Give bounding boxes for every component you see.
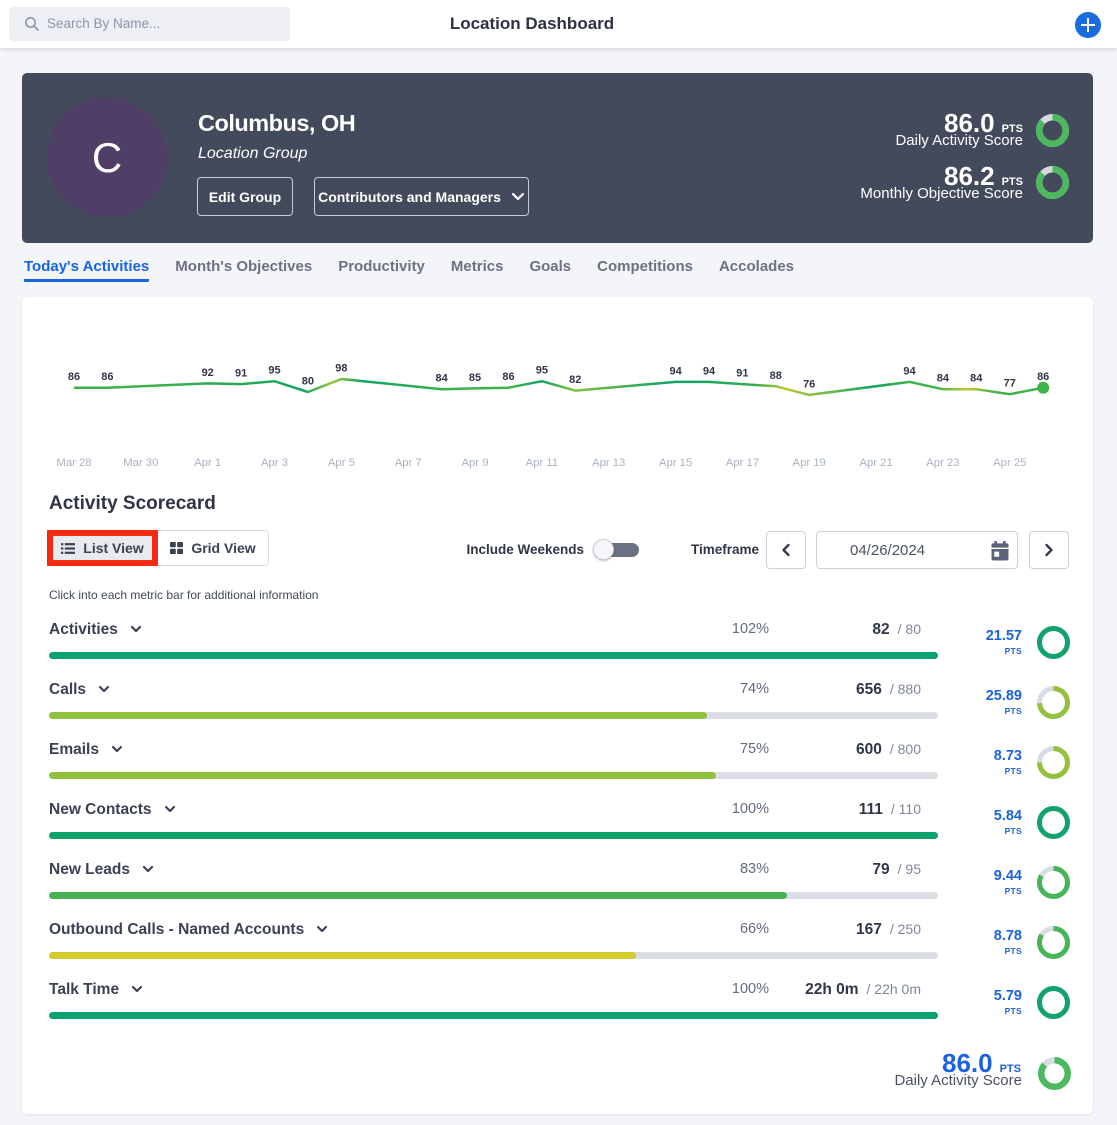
svg-text:Apr 13: Apr 13 <box>592 457 625 469</box>
svg-text:76: 76 <box>803 378 815 390</box>
svg-text:Apr 3: Apr 3 <box>261 457 288 469</box>
svg-text:Apr 15: Apr 15 <box>659 457 692 469</box>
svg-text:84: 84 <box>970 373 983 385</box>
svg-text:92: 92 <box>202 367 214 379</box>
svg-text:84: 84 <box>937 373 950 385</box>
svg-text:82: 82 <box>569 374 581 386</box>
svg-text:86: 86 <box>68 371 80 383</box>
svg-text:94: 94 <box>903 365 916 377</box>
svg-text:88: 88 <box>770 370 782 382</box>
svg-text:95: 95 <box>536 365 548 377</box>
svg-text:Apr 17: Apr 17 <box>726 457 759 469</box>
svg-text:Apr 11: Apr 11 <box>526 457 558 469</box>
svg-text:Apr 9: Apr 9 <box>461 457 488 469</box>
svg-text:91: 91 <box>736 368 748 380</box>
svg-text:80: 80 <box>302 376 314 388</box>
svg-text:Apr 21: Apr 21 <box>859 457 892 469</box>
svg-text:Apr 25: Apr 25 <box>993 457 1026 469</box>
svg-text:Apr 1: Apr 1 <box>194 457 221 469</box>
svg-text:Mar 30: Mar 30 <box>123 457 158 469</box>
svg-text:84: 84 <box>435 373 448 385</box>
svg-text:Apr 7: Apr 7 <box>395 457 422 469</box>
svg-text:86: 86 <box>101 371 113 383</box>
svg-text:94: 94 <box>669 365 682 377</box>
svg-text:Apr 5: Apr 5 <box>328 457 355 469</box>
svg-text:77: 77 <box>1004 378 1016 390</box>
svg-text:95: 95 <box>268 365 280 377</box>
svg-text:86: 86 <box>502 371 514 383</box>
svg-text:91: 91 <box>235 368 247 380</box>
svg-text:85: 85 <box>469 372 481 384</box>
svg-text:98: 98 <box>335 363 347 375</box>
svg-text:86: 86 <box>1037 371 1049 383</box>
svg-text:Mar 28: Mar 28 <box>56 457 91 469</box>
svg-text:94: 94 <box>703 365 716 377</box>
svg-text:Apr 19: Apr 19 <box>793 457 826 469</box>
svg-text:Apr 23: Apr 23 <box>926 457 959 469</box>
